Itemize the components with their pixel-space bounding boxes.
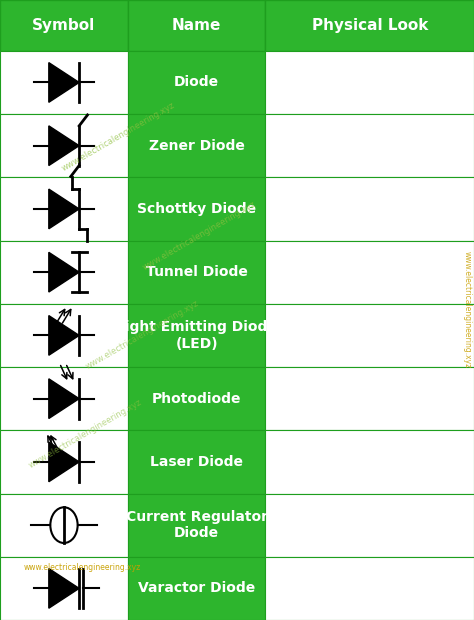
- Bar: [128, 51, 265, 114]
- Text: Light Emitting Diode
(LED): Light Emitting Diode (LED): [116, 321, 277, 350]
- Bar: [0, 367, 128, 430]
- Text: Current Regulator
Diode: Current Regulator Diode: [126, 510, 268, 540]
- Text: www.electricalengineering.xyz: www.electricalengineering.xyz: [141, 200, 257, 272]
- Polygon shape: [49, 379, 79, 418]
- Bar: [128, 494, 265, 557]
- Bar: [128, 430, 265, 494]
- Bar: [0, 430, 128, 494]
- Bar: [265, 114, 474, 177]
- Bar: [128, 177, 265, 241]
- Text: Varactor Diode: Varactor Diode: [138, 582, 255, 595]
- Text: Schottky Diode: Schottky Diode: [137, 202, 256, 216]
- Text: Name: Name: [172, 18, 221, 33]
- Bar: [0, 304, 128, 367]
- Bar: [0, 51, 128, 114]
- Bar: [128, 304, 265, 367]
- Polygon shape: [49, 316, 79, 355]
- Polygon shape: [49, 189, 79, 229]
- Text: www.electricalengineering.xyz: www.electricalengineering.xyz: [60, 100, 177, 172]
- Polygon shape: [49, 63, 79, 102]
- Bar: [0, 241, 128, 304]
- Text: Physical Look: Physical Look: [311, 18, 428, 33]
- Polygon shape: [49, 126, 79, 166]
- Bar: [265, 51, 474, 114]
- Bar: [265, 304, 474, 367]
- Text: www.electricalengineering.xyz: www.electricalengineering.xyz: [27, 398, 144, 470]
- Text: Zener Diode: Zener Diode: [149, 139, 245, 153]
- Text: Diode: Diode: [174, 76, 219, 89]
- Bar: [128, 241, 265, 304]
- Text: www.electricalengineering.xyz: www.electricalengineering.xyz: [84, 299, 201, 371]
- Polygon shape: [49, 569, 79, 608]
- Bar: [0, 0, 128, 51]
- Text: www.electricalengineering.xyz: www.electricalengineering.xyz: [463, 251, 471, 369]
- Bar: [265, 367, 474, 430]
- Bar: [128, 114, 265, 177]
- Polygon shape: [49, 252, 79, 292]
- Bar: [265, 241, 474, 304]
- Bar: [0, 177, 128, 241]
- Polygon shape: [49, 442, 79, 482]
- Bar: [0, 114, 128, 177]
- Bar: [128, 367, 265, 430]
- Bar: [265, 0, 474, 51]
- Bar: [265, 177, 474, 241]
- Bar: [0, 557, 128, 620]
- Bar: [0, 494, 128, 557]
- Text: Laser Diode: Laser Diode: [150, 455, 243, 469]
- Text: Photodiode: Photodiode: [152, 392, 241, 405]
- Bar: [265, 557, 474, 620]
- Text: www.electricalengineering.xyz: www.electricalengineering.xyz: [24, 563, 141, 572]
- Bar: [128, 557, 265, 620]
- Bar: [265, 430, 474, 494]
- Bar: [265, 494, 474, 557]
- Text: Tunnel Diode: Tunnel Diode: [146, 265, 247, 279]
- Bar: [128, 0, 265, 51]
- Text: Symbol: Symbol: [32, 18, 96, 33]
